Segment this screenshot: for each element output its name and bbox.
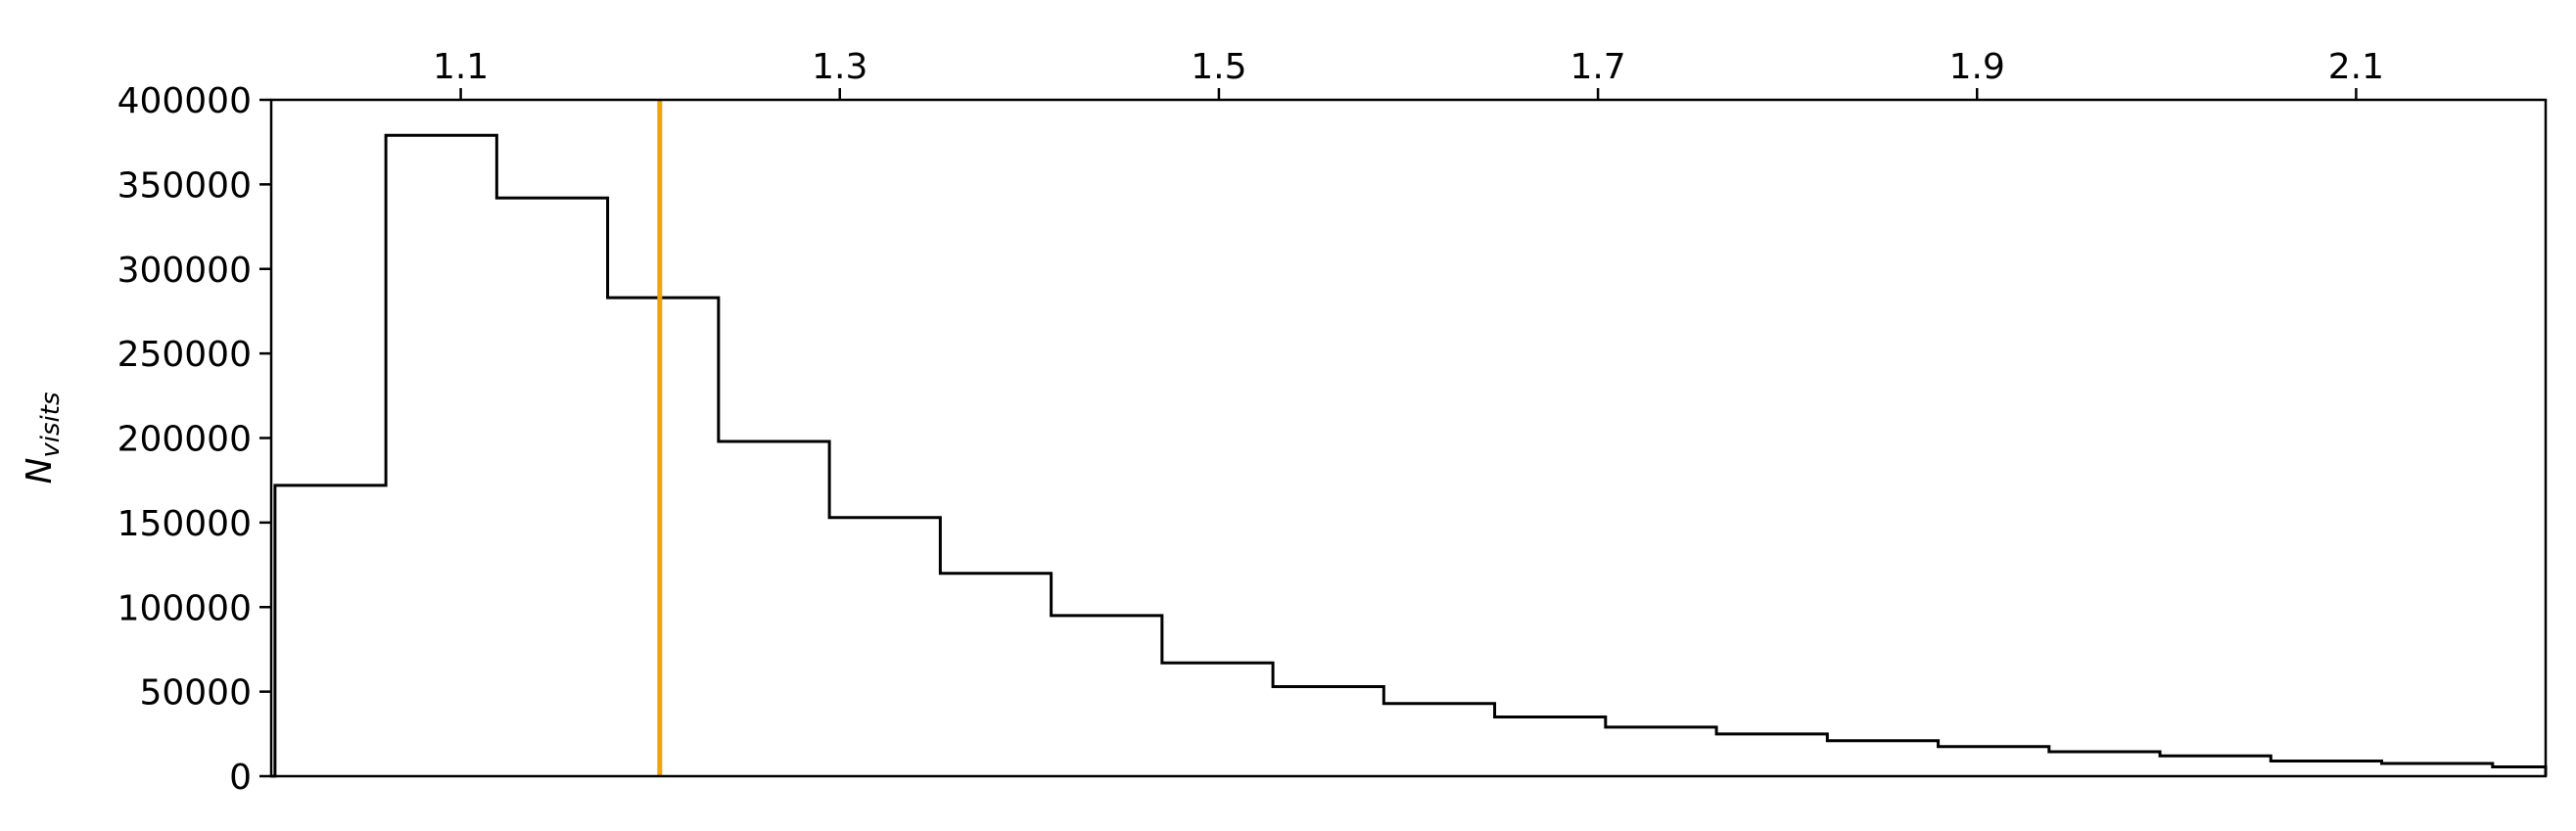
y-tick-label: 350000 [117,165,252,206]
y-tick-label: 250000 [117,335,252,375]
y-tick-label: 400000 [117,81,252,121]
y-tick-label: 150000 [117,504,252,544]
plot-frame [269,98,2548,778]
x-tick-label: 1.1 [433,47,489,87]
y-tick-label: 200000 [117,420,252,460]
y-tick-label: 300000 [117,251,252,291]
x-tick-label: 2.1 [2328,47,2384,87]
y-axis-label-subscript: visits [36,392,66,457]
y-axis-label-main: N [20,458,60,485]
x-tick-label: 1.9 [1949,47,2005,87]
y-tick-label: 50000 [139,673,252,714]
y-tick-label: 0 [229,758,252,798]
x-axis-ticks: 1.1 1.3 1.5 1.7 1.9 2.1 [433,47,2384,100]
x-tick-label: 1.7 [1569,47,1625,87]
x-tick-label: 1.5 [1191,47,1246,87]
y-axis-ticks: 0 50000 100000 150000 200000 250000 300000 3500… [117,81,271,798]
histogram-step-line [271,133,2548,778]
x-tick-label: 1.3 [812,47,867,87]
y-axis-label: Nvisits [20,392,66,484]
y-tick-label: 100000 [117,588,252,628]
